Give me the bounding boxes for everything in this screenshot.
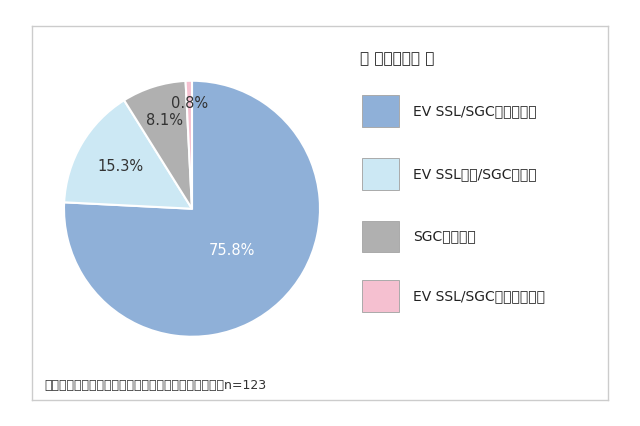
Text: EV SSL/SGCともに非対応: EV SSL/SGCともに非対応 [413, 289, 545, 303]
Text: ＊インターネットバンキングを提供している銀行　　n=123: ＊インターネットバンキングを提供している銀行 n=123 [45, 379, 267, 392]
Text: 75.8%: 75.8% [209, 243, 255, 258]
Wedge shape [124, 81, 192, 209]
Text: EV SSL対応/SGC非対応: EV SSL対応/SGC非対応 [413, 167, 537, 181]
Text: 0.8%: 0.8% [171, 96, 208, 111]
FancyBboxPatch shape [362, 221, 399, 252]
Text: 15.3%: 15.3% [97, 159, 143, 174]
Text: 【 安全性評価 】: 【 安全性評価 】 [360, 52, 434, 66]
Wedge shape [64, 100, 192, 209]
FancyBboxPatch shape [362, 95, 399, 127]
Text: SGCのみ対応: SGCのみ対応 [413, 230, 476, 244]
Text: EV SSL/SGCともに対応: EV SSL/SGCともに対応 [413, 104, 537, 118]
FancyBboxPatch shape [362, 280, 399, 312]
Wedge shape [186, 81, 192, 209]
Text: 8.1%: 8.1% [146, 113, 183, 128]
Wedge shape [64, 81, 320, 337]
FancyBboxPatch shape [362, 158, 399, 190]
